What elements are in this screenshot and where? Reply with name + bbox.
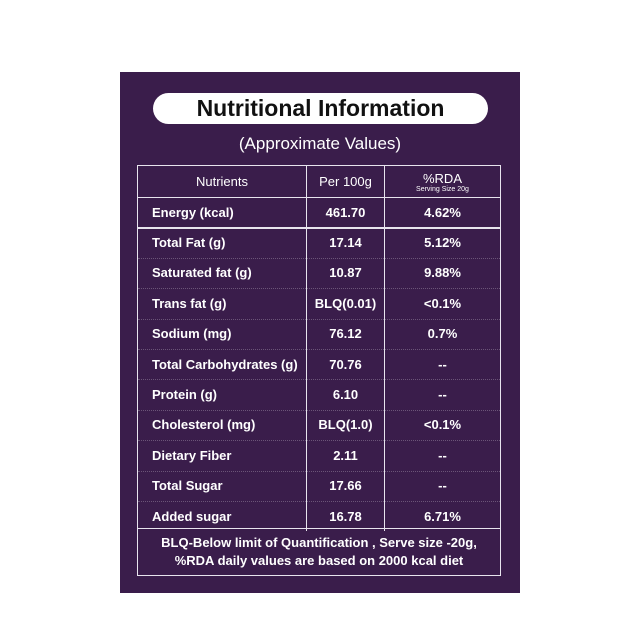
header-row: Nutrients Per 100g %RDA Serving Size 20g xyxy=(138,166,500,198)
nutrient-value: BLQ(1.0) xyxy=(307,409,385,441)
nutrient-name: Trans fat (g) xyxy=(138,288,307,319)
nutrient-value: 17.14 xyxy=(307,227,385,258)
footer-line: BLQ-Below limit of Quantification , Serv… xyxy=(161,535,477,550)
nutrient-value: 6.10 xyxy=(307,379,385,410)
column-header: Nutrients xyxy=(138,166,307,197)
table-row: Saturated fat (g) 10.87 9.88% xyxy=(138,257,500,290)
nutrient-name: Energy (kcal) xyxy=(138,197,307,228)
table-row: Energy (kcal) 461.70 4.62% xyxy=(138,197,500,230)
table-row: Cholesterol (mg) BLQ(1.0) <0.1% xyxy=(138,409,500,442)
table-row: Dietary Fiber 2.11 -- xyxy=(138,440,500,472)
nutrition-table: Nutrients Per 100g %RDA Serving Size 20g… xyxy=(137,165,501,576)
footer: BLQ-Below limit of Quantification , Serv… xyxy=(138,528,500,575)
nutrient-value: 70.76 xyxy=(307,349,385,380)
nutrient-value: 2.11 xyxy=(307,440,385,471)
nutrient-name: Saturated fat (g) xyxy=(138,257,307,289)
title: Nutritional Information xyxy=(153,93,488,124)
nutrient-name: Protein (g) xyxy=(138,379,307,410)
subtitle: (Approximate Values) xyxy=(238,134,402,153)
nutrient-value: 0.7% xyxy=(427,326,458,342)
nutrient-value: -- xyxy=(438,387,447,403)
table-row: Added sugar 16.78 6.71% xyxy=(138,501,500,532)
nutrient-name: Total Carbohydrates (g) xyxy=(138,349,307,380)
nutrient-value: 76.12 xyxy=(307,318,385,349)
nutrient-value: -- xyxy=(438,478,447,494)
nutrient-value: 10.87 xyxy=(307,257,385,289)
nutrient-value: 16.78 xyxy=(307,501,385,532)
column-header: Per 100g xyxy=(307,166,385,197)
nutrient-name: Cholesterol (mg) xyxy=(138,409,307,441)
column-header-rda: %RDA Serving Size 20g xyxy=(385,166,500,197)
table-row: Sodium (mg) 76.12 0.7% xyxy=(138,318,500,350)
serving-note: Serving Size 20g xyxy=(416,185,469,193)
footer-line: %RDA daily values are based on 2000 kcal… xyxy=(174,553,464,568)
nutrient-value: <0.1% xyxy=(423,295,462,311)
nutrient-name: Sodium (mg) xyxy=(138,318,307,349)
nutrient-value: -- xyxy=(438,447,447,463)
nutrient-name: Total Fat (g) xyxy=(138,227,307,258)
nutrient-value: 17.66 xyxy=(307,470,385,501)
nutrient-name: Total Sugar xyxy=(138,470,307,501)
nutrient-value: 5.12% xyxy=(424,235,461,251)
label-panel: Nutritional Information (Approximate Val… xyxy=(120,72,520,593)
nutrient-value: -- xyxy=(438,356,447,372)
table-row: Total Fat (g) 17.14 5.12% xyxy=(138,227,500,259)
column-header: %RDA xyxy=(422,170,462,186)
nutrient-value: BLQ(0.01) xyxy=(307,288,385,319)
nutrient-value: 461.70 xyxy=(307,197,385,228)
nutrient-value: 9.88% xyxy=(424,265,461,281)
nutrient-value: <0.1% xyxy=(423,417,462,433)
table-row: Total Sugar 17.66 -- xyxy=(138,470,500,502)
table-row: Total Carbohydrates (g) 70.76 -- xyxy=(138,349,500,381)
nutrient-name: Dietary Fiber xyxy=(138,440,307,471)
table-row: Protein (g) 6.10 -- xyxy=(138,379,500,411)
nutrient-name: Added sugar xyxy=(138,501,307,532)
nutrient-value: 4.62% xyxy=(424,204,461,220)
table-row: Trans fat (g) BLQ(0.01) <0.1% xyxy=(138,288,500,320)
nutrient-value: 6.71% xyxy=(424,508,461,524)
